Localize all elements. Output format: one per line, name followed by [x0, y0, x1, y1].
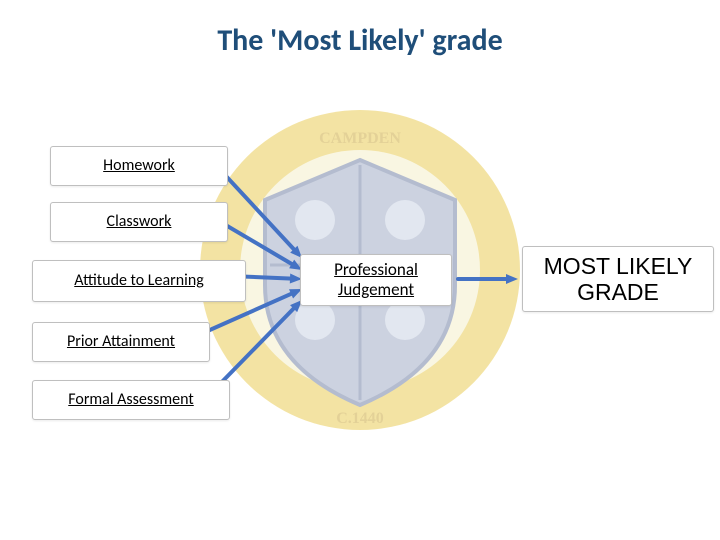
input-label: Homework — [103, 157, 175, 175]
middle-label-line2: Judgement — [338, 279, 414, 300]
output-label-line2: GRADE — [577, 279, 659, 305]
input-box: Homework — [50, 146, 228, 186]
output-label-line1: MOST LIKELY — [544, 253, 693, 279]
input-box: Classwork — [50, 202, 228, 242]
svg-text:CAMPDEN: CAMPDEN — [319, 130, 401, 147]
output-box: MOST LIKELY GRADE — [522, 246, 714, 312]
middle-label-line1: Professional — [334, 259, 418, 280]
input-box: Formal Assessment — [32, 380, 230, 420]
svg-text:C.1440: C.1440 — [336, 410, 384, 427]
input-label: Prior Attainment — [67, 333, 175, 351]
input-label: Formal Assessment — [68, 391, 194, 409]
input-box: Prior Attainment — [32, 322, 210, 362]
slide-title: The 'Most Likely' grade — [0, 22, 720, 59]
input-label: Classwork — [107, 213, 172, 231]
slide-title-text: The 'Most Likely' grade — [217, 22, 502, 59]
input-box: Attitude to Learning — [32, 260, 246, 302]
input-label: Attitude to Learning — [74, 272, 204, 290]
middle-box: Professional Judgement — [300, 254, 452, 306]
